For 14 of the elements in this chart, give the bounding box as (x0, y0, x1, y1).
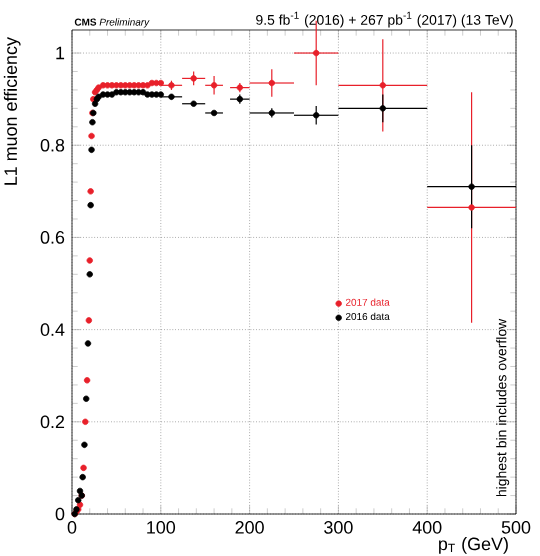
y-tick-label: 0.2 (40, 415, 65, 429)
x-tick-label: 100 (147, 521, 176, 534)
x-tick-label: 500 (501, 521, 531, 534)
x-tick-label: 400 (412, 521, 442, 534)
y-tick-label: 0.8 (40, 138, 65, 152)
y-axis-title: L1 muon efficiency (3, 37, 21, 185)
y-tick-label: 1 (56, 46, 65, 60)
y-tick-label: 0.6 (40, 231, 65, 244)
x-tick-label: 300 (324, 521, 353, 534)
x-axis-title: p$_{T}$ (GeV) (439, 537, 508, 554)
y-tick-label: 0 (55, 507, 65, 521)
y-tick-label: 0.4 (40, 323, 65, 336)
x-tick-label: 0 (67, 521, 77, 534)
x-tick-label: 200 (235, 521, 264, 534)
